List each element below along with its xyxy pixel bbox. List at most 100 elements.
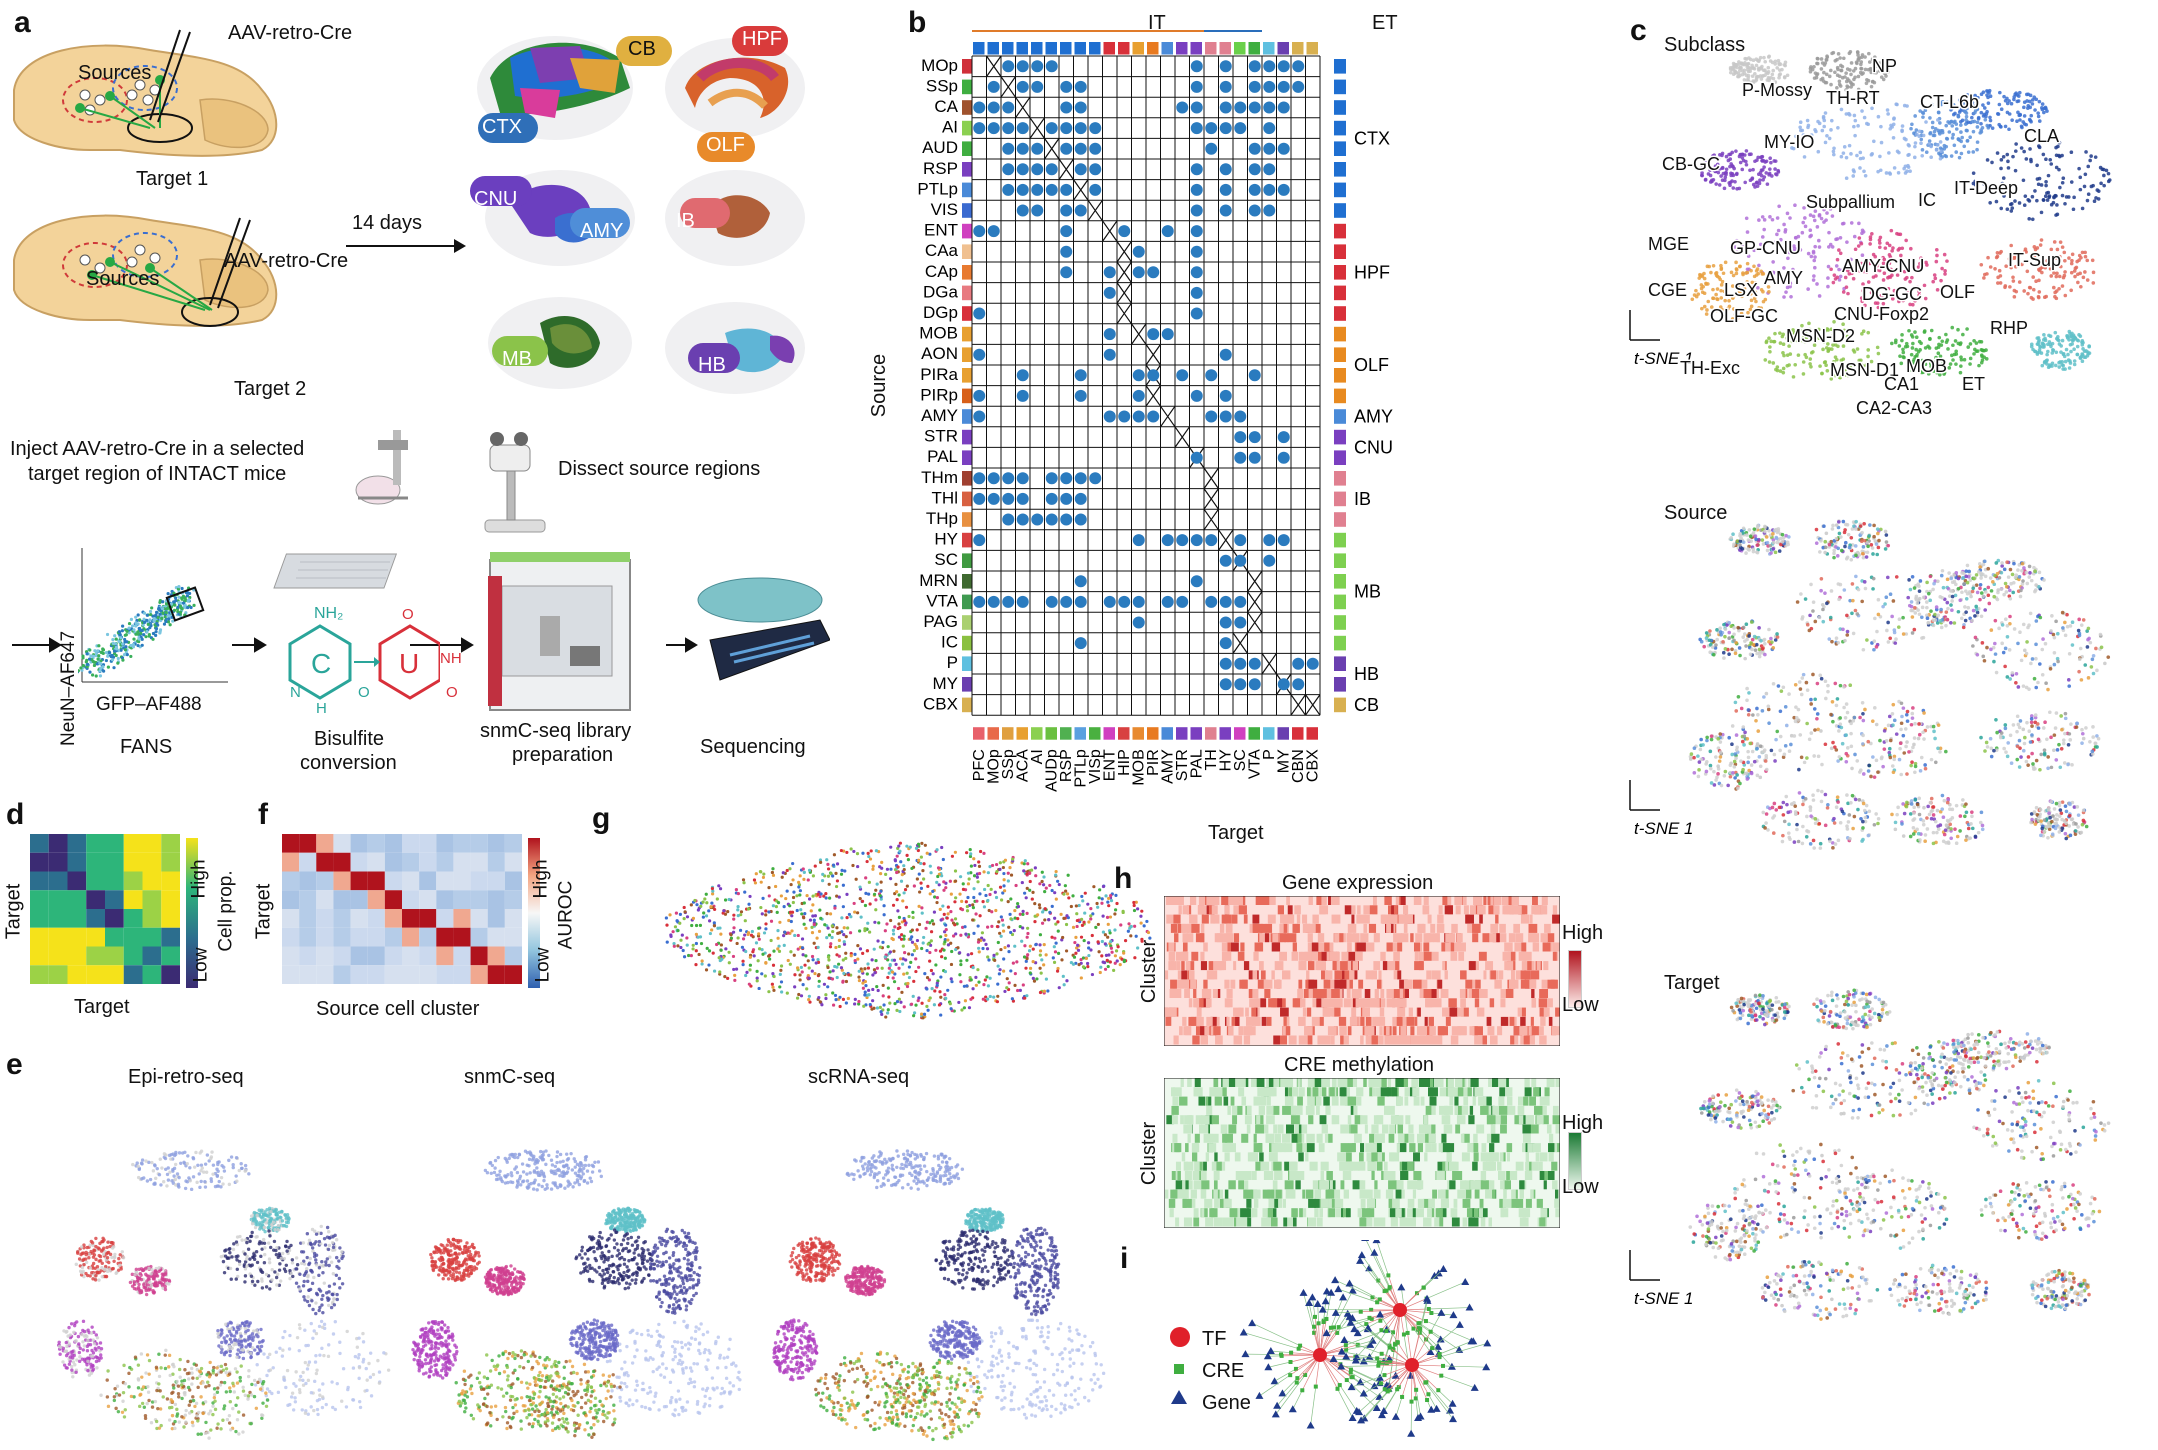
- tsne-point: [2026, 291, 2030, 296]
- tsne-point: [1763, 641, 1767, 646]
- tsne-point: [2010, 1110, 2014, 1114]
- tsne-point: [1700, 273, 1704, 277]
- tsne-point: [2050, 361, 2055, 366]
- tsne-point: [1806, 251, 1811, 256]
- source-color-chip: [962, 265, 972, 280]
- tsne-point: [1696, 754, 1700, 758]
- tsne-point: [1780, 334, 1785, 339]
- tsne-point: [2043, 265, 2048, 270]
- fans-dot: [154, 613, 158, 617]
- tsne-point: [2034, 583, 2038, 587]
- tsne-point: [1942, 1041, 1946, 1045]
- tsne-point: [1813, 619, 1818, 624]
- tsne-point: [1820, 762, 1824, 767]
- tsne-point: [1902, 103, 1907, 108]
- tsne-point: [2089, 184, 2094, 189]
- tsne-point: [1965, 128, 1969, 133]
- projection-dot: [1190, 266, 1203, 279]
- tsne-point: [1764, 339, 1769, 343]
- tsne-point: [1743, 56, 1747, 61]
- tsne-point: [1760, 538, 1765, 542]
- tsne-point: [1723, 627, 1728, 631]
- tsne-point: [2009, 243, 2013, 248]
- tsne-point: [1950, 608, 1954, 613]
- tsne-point: [2063, 201, 2067, 206]
- tsne-point: [2022, 1128, 2026, 1133]
- tsne-point: [1853, 752, 1857, 757]
- tsne-point: [1997, 626, 2001, 631]
- tsne-point: [1843, 275, 1848, 280]
- tsne-point: [1931, 805, 1936, 809]
- projection-dot: [973, 389, 986, 402]
- tsne-point: [2060, 817, 2064, 822]
- tsne-point: [1750, 637, 1755, 642]
- tsne-point: [1791, 375, 1796, 379]
- tsne-point: [2083, 663, 2088, 667]
- tsne-point: [2014, 671, 2019, 676]
- tsne-point: [2049, 247, 2054, 252]
- tsne-point: [2071, 1101, 2075, 1105]
- projection-dot: [1016, 369, 1029, 382]
- tsne-point: [1839, 107, 1844, 112]
- tsne-point: [1728, 763, 1733, 768]
- tsne-point: [1894, 637, 1898, 641]
- tsne-point: [1736, 625, 1740, 630]
- tsne-point: [2039, 819, 2043, 823]
- tsne-point: [1784, 723, 1789, 728]
- projection-dot: [1147, 369, 1160, 382]
- tsne-point: [1798, 120, 1803, 125]
- panel-b-label: b: [908, 6, 927, 39]
- tsne-point: [1758, 242, 1763, 247]
- tsne-point: [1878, 154, 1882, 159]
- tsne-point: [2076, 628, 2081, 633]
- tsne-point: [1871, 552, 1875, 556]
- tsne-point: [1843, 75, 1847, 79]
- tsne-point: [1870, 546, 1875, 550]
- tsne-point: [2036, 114, 2041, 119]
- tsne-point: [1800, 615, 1805, 619]
- tsne-point: [1984, 348, 1988, 352]
- tsne-point: [1717, 759, 1722, 763]
- tsne-point: [1772, 339, 1777, 344]
- tsne-point: [1745, 261, 1750, 266]
- tsne-point: [2031, 287, 2036, 292]
- tsne-point: [1971, 171, 1976, 175]
- source-color-chip: [962, 491, 972, 507]
- tsne-point: [2080, 822, 2085, 827]
- tsne-point: [2042, 333, 2046, 337]
- tsne-point: [1944, 332, 1948, 337]
- tsne-point: [1781, 833, 1785, 838]
- tsne-point: [1937, 1039, 1941, 1044]
- fans-dot: [158, 612, 162, 616]
- tsne-point: [2031, 762, 2035, 766]
- tsne-point: [1856, 1083, 1860, 1087]
- tsne-point: [1722, 656, 1726, 660]
- target-tick-label: AI: [1029, 749, 1046, 764]
- tsne-point: [1770, 217, 1775, 222]
- target-tick-label: CBX: [1305, 749, 1322, 782]
- fans-dot: [185, 594, 189, 598]
- tsne-point: [2022, 648, 2027, 653]
- tsne-point: [1826, 689, 1830, 694]
- tsne-point: [2021, 727, 2026, 732]
- tsne-point: [2041, 197, 2046, 202]
- tsne-point: [1733, 312, 1738, 317]
- tsne-point: [1771, 68, 1776, 73]
- tsne-point: [1758, 170, 1763, 175]
- tsne-point: [1971, 1056, 1976, 1060]
- panel-a-brain-diagrams: [13, 29, 278, 327]
- tsne-point: [1917, 796, 1922, 801]
- target-tick-label: SSp: [1000, 749, 1017, 779]
- tsne-point: [1852, 814, 1857, 819]
- tsne-point: [1890, 341, 1894, 346]
- target-color-chip: [1277, 42, 1289, 55]
- tsne-point: [1918, 348, 1922, 352]
- tsne-point: [2099, 645, 2104, 650]
- tsne-point: [2038, 807, 2043, 812]
- tsne-point: [1837, 248, 1841, 252]
- tsne-point: [1801, 672, 1806, 677]
- tsne-point: [1917, 612, 1922, 617]
- tsne-point: [1887, 746, 1892, 751]
- fans-dot: [79, 666, 83, 670]
- tsne-point: [2002, 592, 2006, 597]
